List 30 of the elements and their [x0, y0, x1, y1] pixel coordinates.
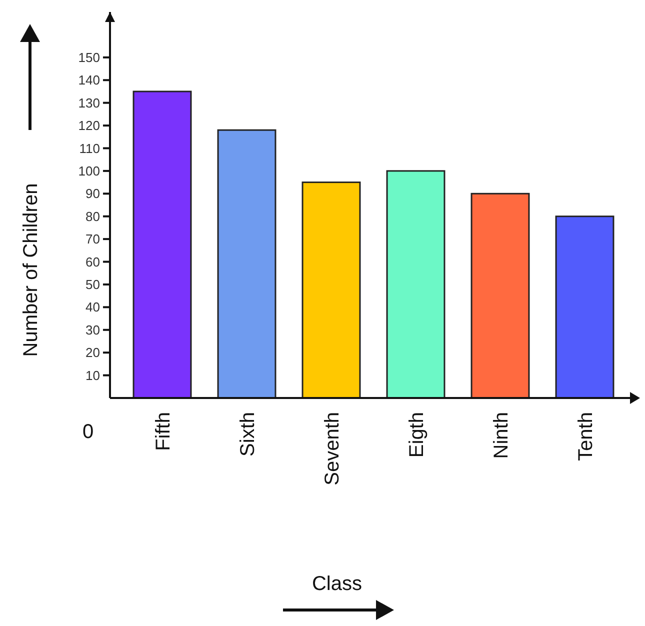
y-tick-label: 30 [86, 322, 100, 338]
y-tick-label: 90 [86, 186, 100, 202]
x-tick-label: Fifth [152, 412, 174, 451]
x-tick-label: Sixth [236, 412, 259, 456]
y-tick-label: 80 [86, 208, 100, 224]
x-axis-title: Class [312, 573, 362, 595]
y-tick-label: 40 [86, 300, 100, 315]
bar [470, 192, 530, 399]
bar [386, 170, 446, 399]
x-tick-label: Tenth [574, 412, 597, 461]
y-tick-label: 140 [78, 72, 100, 88]
y-tick-label: 130 [78, 95, 100, 110]
y-tick-label: 50 [86, 277, 100, 292]
bar [217, 129, 276, 399]
text: 0 [82, 421, 94, 443]
y-tick-label: 110 [79, 140, 100, 156]
bar [132, 90, 192, 399]
y-tick-label: 20 [86, 345, 100, 360]
x-tick-label: Eigth [406, 412, 428, 458]
bar [555, 216, 614, 399]
y-tick-label: 120 [78, 118, 100, 134]
y-axis-title: Number of Children [20, 183, 42, 357]
bar [302, 182, 361, 399]
y-tick-label: 60 [86, 254, 100, 270]
y-tick-label: 150 [78, 50, 100, 65]
x-tick-label: Seventh [321, 412, 344, 486]
y-tick-label: 100 [78, 163, 100, 178]
x-tick-label: Ninth [490, 412, 512, 459]
y-tick-label: 10 [86, 368, 100, 383]
y-tick-label: 70 [86, 232, 100, 247]
